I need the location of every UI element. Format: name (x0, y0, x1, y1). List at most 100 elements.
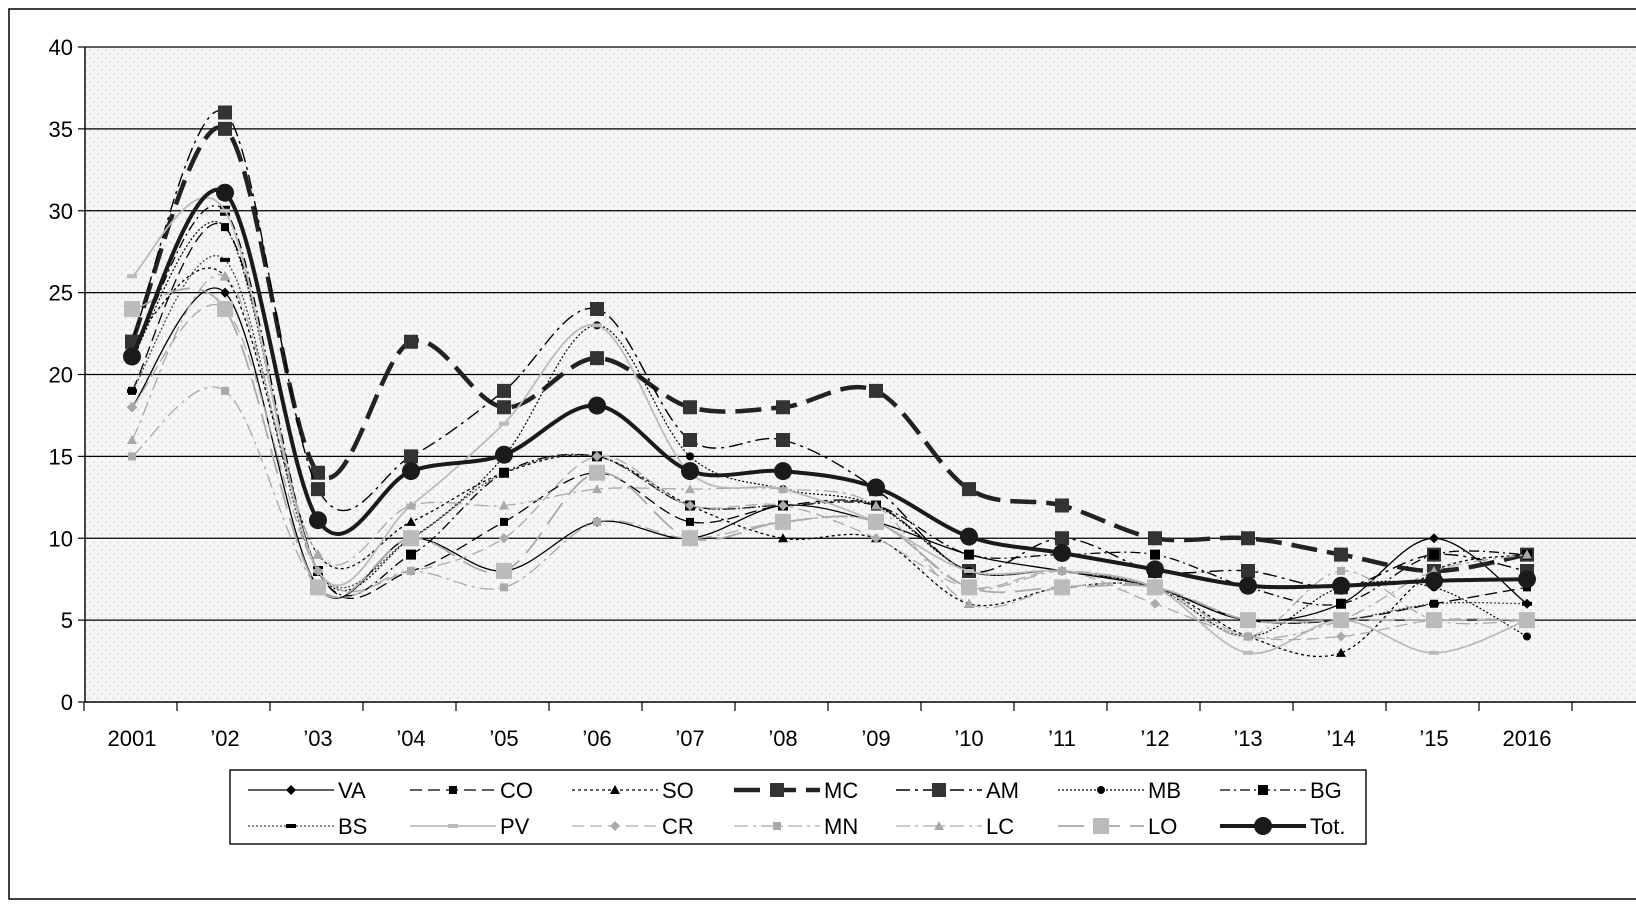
data-point-MN-1 (221, 386, 229, 395)
data-point-LC-8 (871, 500, 881, 510)
data-point-LO-3 (403, 530, 419, 547)
series-line-SO (131, 267, 1528, 658)
legend-label-CO: CO (500, 778, 533, 803)
data-point-AM-10 (1055, 531, 1069, 546)
data-point-LC-12 (1243, 631, 1253, 641)
legend-marker-MB (1097, 786, 1105, 794)
data-point-LO-4 (496, 563, 512, 579)
data-point-Tot.-4 (495, 445, 513, 464)
data-point-LO-7 (775, 513, 791, 530)
data-point-LO-0 (124, 301, 140, 317)
legend-marker-LO (1093, 818, 1109, 834)
data-point-MC-12 (1241, 531, 1255, 546)
legend-label-PV: PV (500, 814, 530, 839)
x-tick-label-6: ’07 (675, 726, 704, 751)
data-point-CR-11 (1150, 598, 1160, 609)
legend-marker-LC (934, 821, 944, 830)
legend-label-BG: BG (1310, 778, 1342, 803)
legend-label-MB: MB (1148, 778, 1181, 803)
data-point-CR-5 (592, 451, 602, 462)
data-point-VA-14 (1429, 533, 1439, 544)
data-point-CO-4 (500, 517, 508, 526)
data-point-Tot.-12 (1239, 576, 1257, 595)
x-tick-label-4: ’05 (489, 726, 518, 751)
data-point-LC-4 (499, 500, 509, 510)
data-point-BG-9 (964, 549, 974, 560)
data-point-LC-1 (220, 271, 230, 281)
data-point-CR-7 (778, 500, 788, 511)
data-point-Tot.-13 (1332, 576, 1350, 595)
x-tick-label-13: ’14 (1326, 726, 1355, 751)
data-point-MN-3 (407, 567, 415, 575)
legend-label-BS: BS (338, 814, 367, 839)
y-tick-label-20: 20 (49, 363, 73, 388)
legend-label-AM: AM (986, 778, 1019, 803)
y-tick-label-35: 35 (49, 117, 73, 142)
data-point-PV-14 (1429, 650, 1439, 655)
data-point-Tot.-5 (588, 396, 606, 415)
legend-label-MN: MN (824, 814, 858, 839)
legend-marker-PV (448, 824, 458, 828)
data-point-Tot.-1 (216, 183, 234, 202)
y-tick-label-10: 10 (49, 526, 73, 551)
data-point-SO-13 (1336, 647, 1346, 657)
data-point-LC-15 (1522, 549, 1532, 559)
x-tick-label-7: ’08 (768, 726, 797, 751)
data-point-AM-5 (590, 302, 604, 316)
x-tick-label-8: ’09 (861, 726, 890, 751)
data-point-MN-4 (500, 583, 508, 592)
legend-marker-AM (932, 783, 946, 797)
data-point-Tot.-2 (309, 511, 327, 530)
x-tick-label-1: ’02 (210, 726, 239, 751)
data-point-LO-8 (868, 513, 884, 530)
data-point-CR-2 (313, 566, 323, 576)
series-line-Tot. (130, 187, 1528, 590)
data-point-BG-13 (1336, 598, 1346, 609)
data-point-LO-6 (682, 530, 698, 547)
data-point-Tot.-7 (774, 462, 792, 481)
data-point-PV-0 (127, 274, 137, 279)
data-point-Tot.-0 (123, 347, 141, 366)
data-point-BS-4 (499, 470, 509, 475)
data-point-AM-2 (311, 482, 325, 497)
legend-marker-SO (610, 785, 620, 794)
data-point-AM-7 (776, 433, 790, 447)
data-point-LO-5 (589, 464, 605, 481)
data-point-MB-1 (221, 223, 229, 232)
data-point-AM-4 (497, 383, 511, 398)
legend-marker-BS (286, 824, 296, 828)
data-point-AM-6 (683, 433, 697, 447)
data-point-LC-5 (592, 484, 602, 494)
data-point-MC-3 (404, 334, 418, 349)
y-tick-label-15: 15 (49, 444, 73, 469)
data-point-MN-10 (1058, 567, 1066, 575)
y-tick-label-40: 40 (49, 35, 73, 60)
x-tick-label-10: ’11 (1048, 726, 1076, 751)
data-point-LO-10 (1054, 579, 1070, 596)
series-line-MC (129, 125, 1528, 574)
data-point-AM-1 (218, 105, 232, 120)
x-tick-label-9: ’10 (954, 726, 983, 751)
legend-marker-BG (1258, 785, 1268, 795)
data-point-MN-5 (593, 517, 601, 526)
data-point-Tot.-14 (1425, 571, 1443, 590)
data-point-CO-6 (686, 517, 694, 526)
data-point-LC-9 (964, 598, 974, 608)
data-point-Tot.-9 (960, 527, 978, 546)
data-point-LO-12 (1240, 612, 1256, 629)
data-point-MC-13 (1334, 547, 1348, 562)
data-point-CR-8 (871, 533, 881, 544)
legend-label-Tot.: Tot. (1310, 814, 1345, 839)
legend-marker-VA (286, 785, 296, 795)
legend-marker-CO (449, 786, 457, 794)
data-point-Tot.-11 (1146, 560, 1164, 579)
data-point-PV-5 (592, 323, 602, 328)
data-point-MB-6 (686, 452, 694, 461)
data-point-PV-1 (220, 208, 230, 213)
x-tick-label-5: ’06 (582, 726, 611, 751)
data-point-MN-13 (1337, 567, 1345, 575)
data-point-MC-9 (962, 482, 976, 497)
data-point-LC-6 (685, 484, 695, 494)
